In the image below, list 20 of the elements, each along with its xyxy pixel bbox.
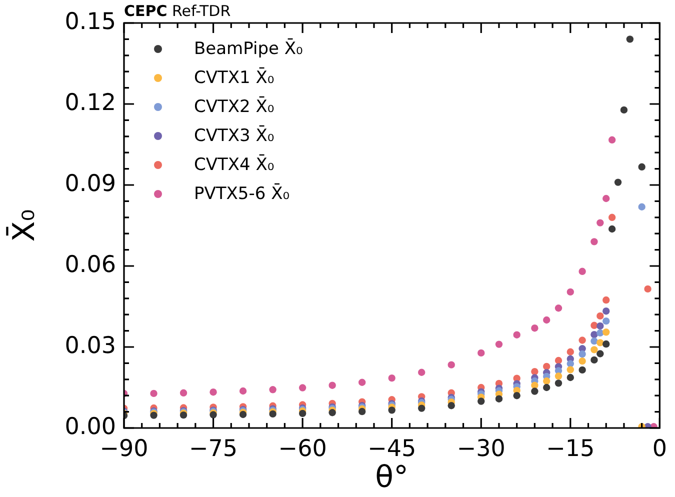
y-axis-title: X̄₀: [5, 209, 42, 242]
y-tick-label: 0.12: [64, 90, 116, 116]
x-tick-label: −15: [546, 436, 595, 462]
y-tick-label: 0.15: [64, 8, 116, 35]
legend-label: CVTX2 X̄₀: [194, 96, 274, 116]
x-tick-label: −60: [278, 436, 327, 462]
y-tick-label: 0.06: [64, 252, 116, 278]
legend-label: BeamPipe X̄₀: [194, 38, 303, 58]
x-tick-label: −30: [456, 436, 506, 462]
legend-label: PVTX5-6 X̄₀: [194, 184, 290, 204]
x-tick-label: −45: [368, 436, 416, 462]
y-tick-label: 0.09: [64, 170, 116, 197]
x-axis-title: θ°: [375, 460, 409, 495]
x-tick-label: 0: [652, 436, 668, 462]
legend-label: CVTX1 X̄₀: [194, 68, 274, 88]
x-tick-label: −75: [189, 436, 238, 462]
text: CEPC Ref-TDR: [124, 2, 231, 20]
legend-label: CVTX3 X̄₀: [194, 126, 274, 146]
y-tick-label: 0.03: [64, 332, 116, 359]
legend-label: CVTX4 X̄₀: [194, 154, 274, 174]
